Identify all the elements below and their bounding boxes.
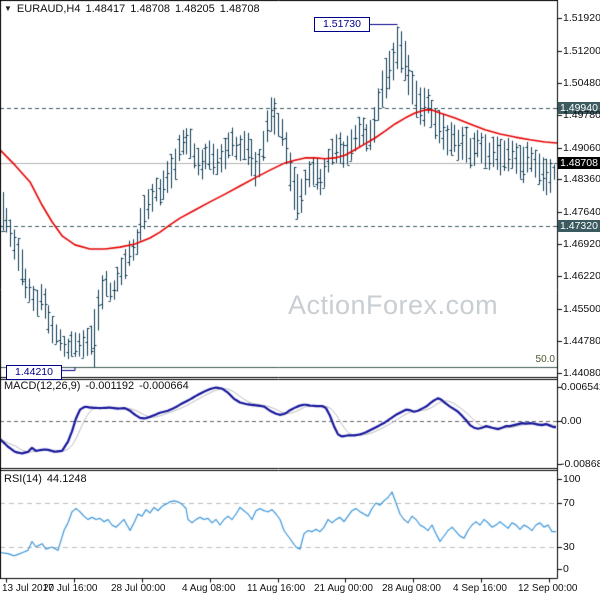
chart-window: ActionForex.com ▼EURAUD,H41.484171.48708… <box>0 0 600 600</box>
price-chart-canvas[interactable] <box>0 0 600 600</box>
